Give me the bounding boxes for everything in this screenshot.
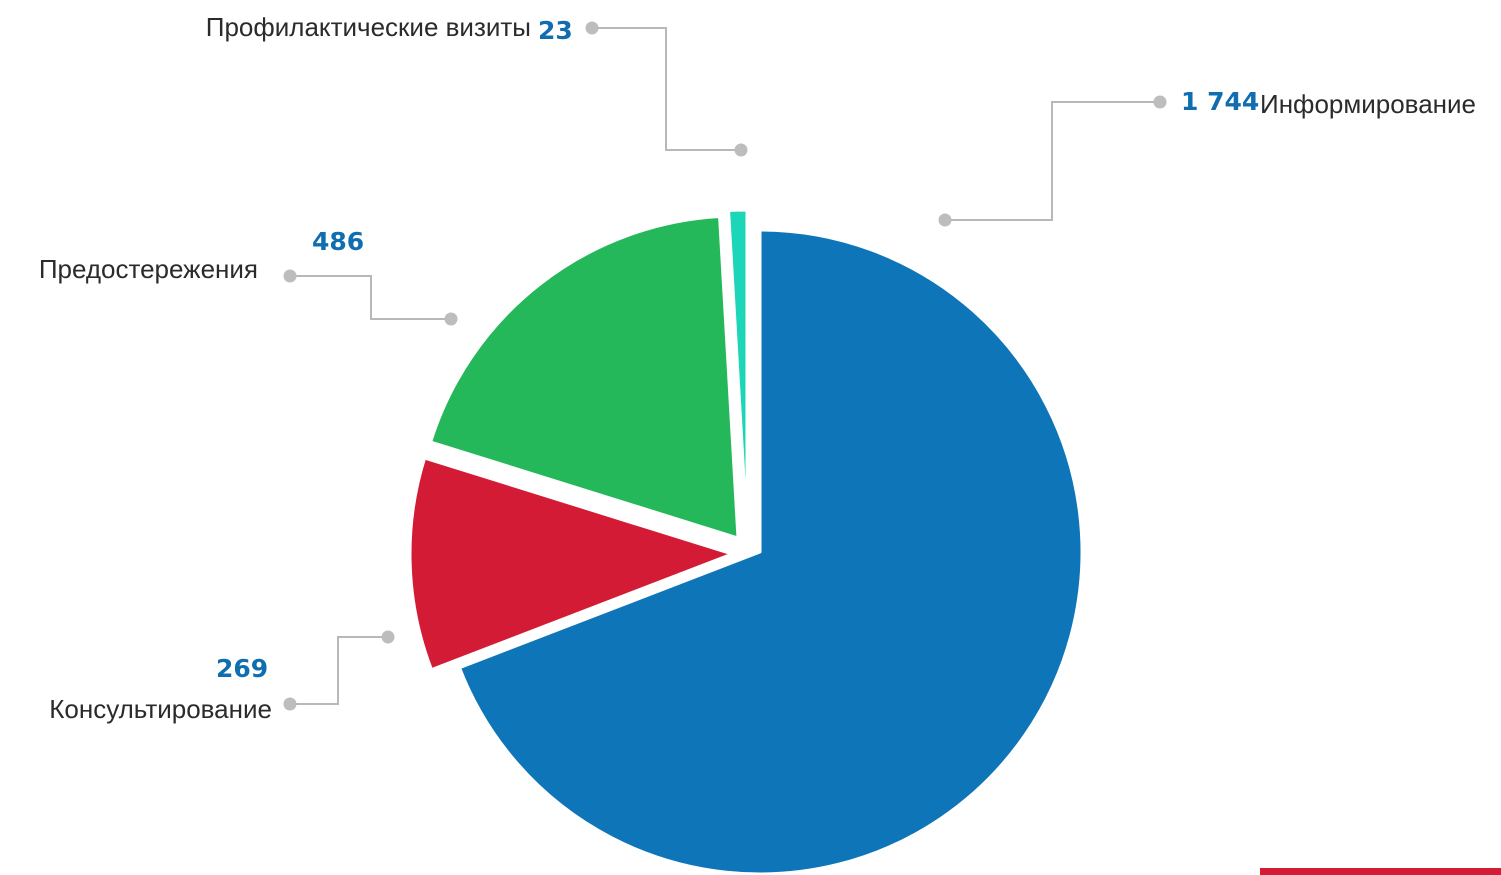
leader-dot-informing-inner xyxy=(938,213,952,227)
leader-dot-informing-outer xyxy=(1153,95,1167,109)
pie-slice-warnings xyxy=(429,215,740,540)
leader-dot-preventive-visits-inner xyxy=(734,143,748,157)
corner-accent-bar xyxy=(1260,868,1501,875)
category-label-warnings: Предостережения xyxy=(39,254,258,284)
value-label-preventive-visits: 23 xyxy=(538,16,573,45)
leader-line-warnings xyxy=(290,275,451,320)
leader-dot-warnings-inner xyxy=(444,312,458,326)
leader-lines xyxy=(283,21,1167,711)
value-label-consulting: 269 xyxy=(216,654,268,683)
pie-slice-preventive-visits xyxy=(727,208,749,534)
leader-dot-consulting-inner xyxy=(381,630,395,644)
pie-slice-consulting xyxy=(408,456,734,672)
category-label-informing: Информирование xyxy=(1260,89,1476,119)
leader-dot-preventive-visits-outer xyxy=(585,21,599,35)
value-label-warnings: 486 xyxy=(312,227,364,256)
value-label-informing: 1 744 xyxy=(1181,87,1259,116)
leader-line-consulting xyxy=(290,636,388,705)
pie-slices xyxy=(408,208,1084,875)
slice-labels: 1 744 Информирование 269 Консультирование 48… xyxy=(39,12,1476,724)
leader-line-informing xyxy=(945,101,1160,221)
leader-line-preventive-visits xyxy=(592,27,741,151)
pie-slice-informing xyxy=(458,228,1084,875)
leader-dot-warnings-outer xyxy=(283,269,297,283)
category-label-consulting: Консультирование xyxy=(49,694,272,724)
leader-dot-consulting-outer xyxy=(283,697,297,711)
category-label-preventive-visits: Профилактические визиты xyxy=(206,12,531,42)
